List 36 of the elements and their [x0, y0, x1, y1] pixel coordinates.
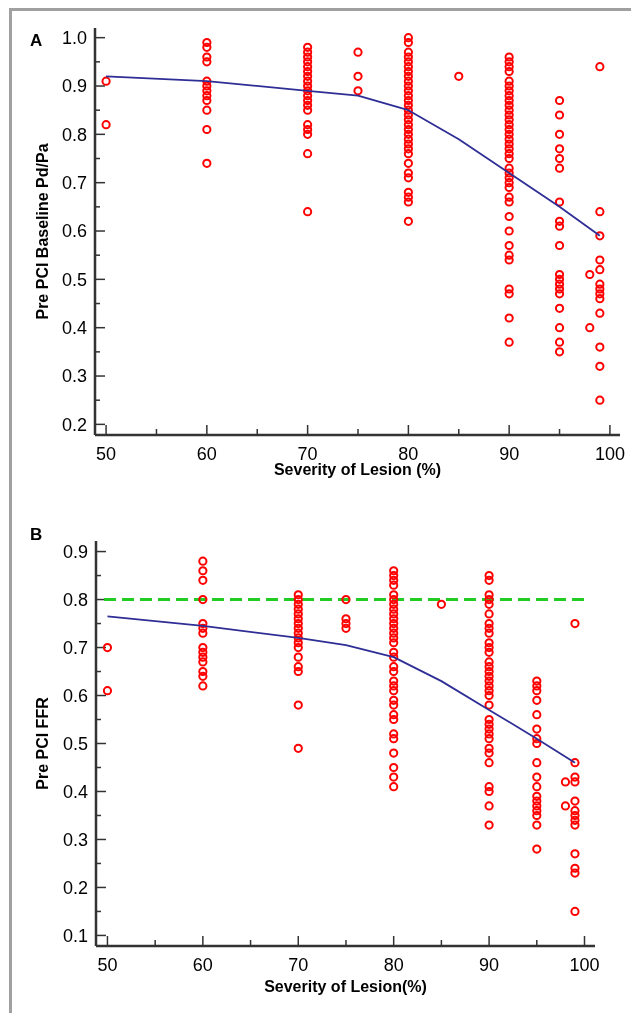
y-tick-label: 0.5 [61, 269, 87, 290]
x-tick-label: 70 [288, 955, 309, 975]
x-tick-label: 80 [383, 955, 404, 975]
x-tick-label: 80 [398, 444, 419, 464]
y-tick-label: 0.7 [62, 637, 88, 658]
y-tick-label: 0.9 [61, 76, 87, 97]
x-tick-label: 90 [499, 444, 520, 464]
x-tick-label: 50 [97, 955, 118, 975]
y-tick-label: 0.5 [62, 733, 88, 754]
y-tick-label: 0.2 [61, 414, 87, 435]
y-tick-label: 0.6 [61, 221, 87, 242]
x-tick-label: 60 [192, 955, 213, 975]
x-tick-label: 50 [96, 444, 117, 464]
x-tick-label: 100 [569, 955, 600, 975]
y-tick-label: 0.4 [62, 781, 88, 802]
y-axis-title: Pre PCI FFR [34, 696, 51, 790]
y-tick-label: 0.4 [61, 317, 87, 338]
x-tick-label: 90 [479, 955, 500, 975]
y-tick-label: 0.9 [62, 541, 88, 562]
x-tick-label: 70 [297, 444, 318, 464]
x-tick-label: 100 [594, 444, 625, 464]
x-axis-title: Severity of Lesion (%) [273, 461, 442, 478]
x-tick-label: 60 [196, 444, 217, 464]
y-tick-label: 0.3 [62, 829, 88, 850]
y-tick-label: 1.0 [61, 27, 87, 48]
y-tick-label: 0.2 [62, 877, 88, 898]
y-tick-label: 0.1 [62, 925, 88, 946]
y-tick-label: 0.7 [61, 172, 87, 193]
x-axis-title: Severity of Lesion(%) [264, 978, 427, 995]
y-tick-label: 0.3 [61, 366, 87, 387]
chart-title: B [30, 525, 43, 544]
y-tick-label: 0.6 [62, 685, 88, 706]
chart-title: A [30, 31, 43, 50]
y-tick-label: 0.8 [62, 589, 88, 610]
y-axis-title: Pre PCI Baseline Pd/Pa [34, 143, 51, 320]
y-tick-label: 0.8 [61, 124, 87, 145]
